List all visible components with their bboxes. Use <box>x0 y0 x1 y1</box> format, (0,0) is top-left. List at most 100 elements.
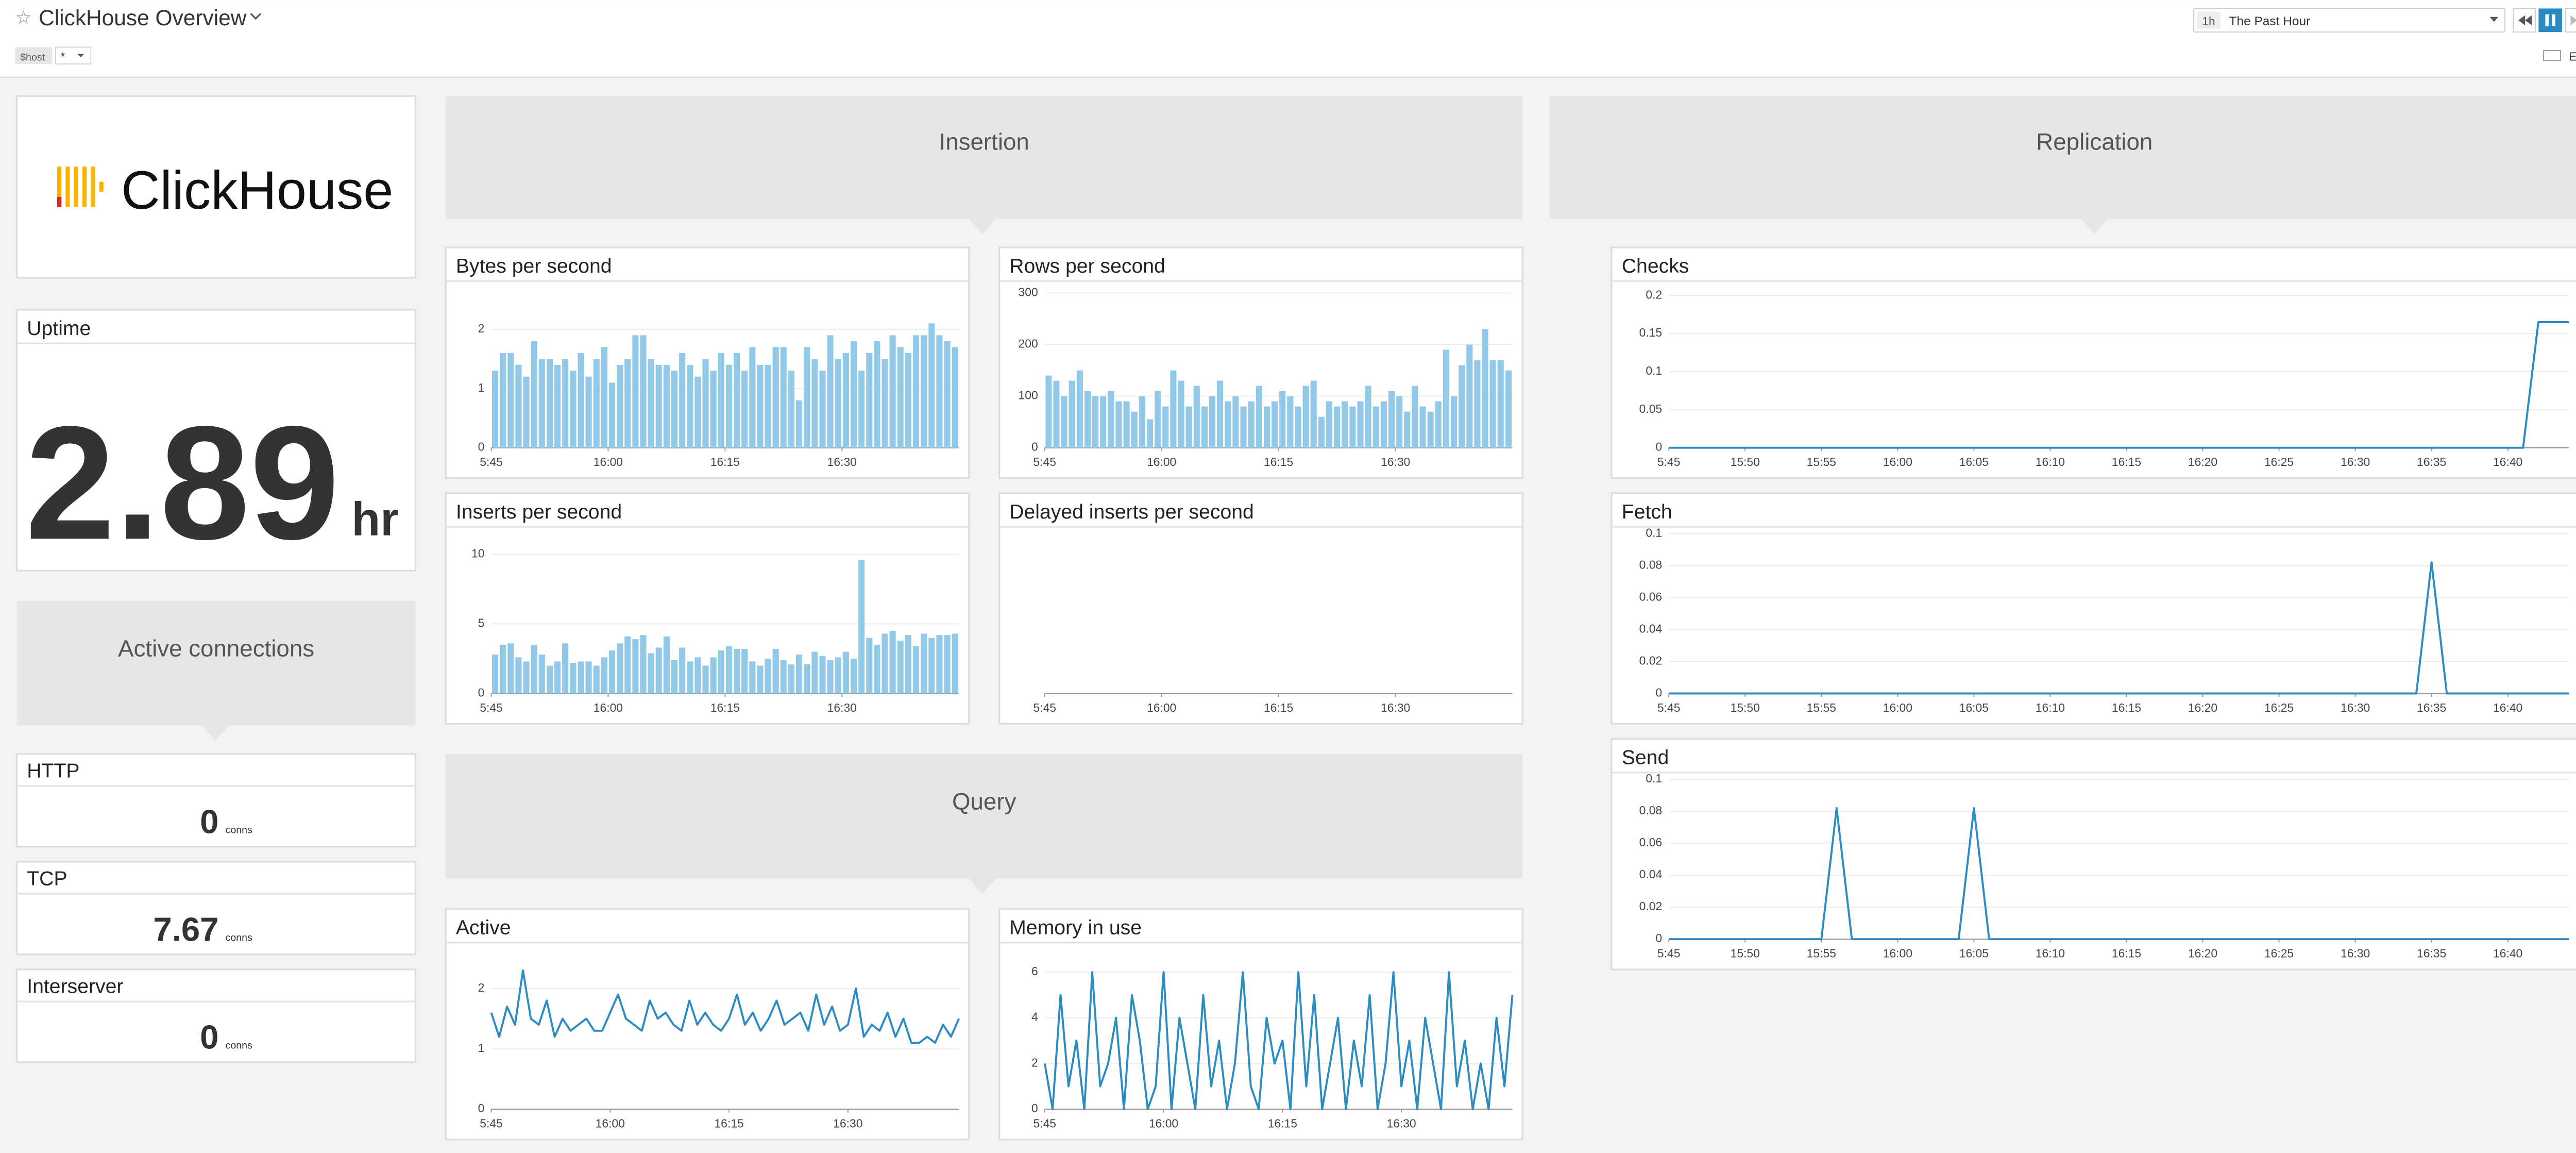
bar <box>515 364 522 448</box>
bar <box>1365 386 1371 448</box>
stat-unit: conns <box>226 932 252 943</box>
logo-icon <box>57 166 104 207</box>
uptime-title: Uptime <box>27 318 91 340</box>
x-tick-label: 16:40 <box>2493 701 2522 714</box>
bar <box>866 638 873 694</box>
bar <box>921 633 927 694</box>
bar <box>1170 370 1177 448</box>
bar <box>912 335 920 448</box>
x-tick-label: 15:55 <box>1807 701 1836 714</box>
bar <box>952 347 958 448</box>
dashboard-title[interactable]: ClickHouse Overview <box>39 6 247 30</box>
bar <box>1372 406 1379 448</box>
bar <box>1380 401 1387 448</box>
bar <box>858 371 865 448</box>
bar <box>1497 360 1504 448</box>
bar <box>827 660 834 694</box>
bar <box>624 636 631 694</box>
bar <box>546 359 553 448</box>
title-caret[interactable] <box>250 13 262 20</box>
x-tick-label: 16:05 <box>1959 455 1989 469</box>
x-tick-label: 5:45 <box>1033 1116 1056 1130</box>
group-notch <box>969 878 996 894</box>
group-notch <box>2081 219 2108 235</box>
group-title: Replication <box>2036 129 2153 155</box>
star-icon[interactable]: ☆ <box>15 7 31 28</box>
bar <box>663 636 670 694</box>
bar <box>858 560 865 694</box>
y-tick-label: 0 <box>478 440 485 454</box>
chart-title: Inserts per second <box>456 501 622 523</box>
bar <box>694 657 701 694</box>
group-title: Active connections <box>118 636 314 662</box>
logo-bar <box>65 166 70 207</box>
y-tick-label: 300 <box>1019 286 1038 299</box>
x-tick-label: 5:45 <box>480 1116 502 1130</box>
bar <box>882 633 888 694</box>
bar <box>1334 406 1341 448</box>
bar <box>1162 406 1169 448</box>
variable-chip[interactable] <box>15 47 53 64</box>
x-tick-label: 16:30 <box>2341 701 2370 714</box>
esc-label: Esc <box>2569 50 2576 63</box>
bar <box>1404 411 1411 448</box>
x-tick-label: 16:35 <box>2417 947 2446 960</box>
logo-text: ClickHouse <box>121 160 393 221</box>
line <box>1669 321 2569 449</box>
bar <box>749 347 756 448</box>
y-tick-label: 0.05 <box>1639 402 1662 415</box>
bar <box>1201 406 1208 448</box>
y-tick-label: 0.08 <box>1639 804 1662 817</box>
bar <box>593 359 600 448</box>
pause-button[interactable] <box>2538 8 2563 32</box>
y-tick-label: 1 <box>478 1041 485 1055</box>
bar <box>765 659 771 694</box>
bar <box>1053 380 1060 448</box>
bar <box>1092 396 1099 448</box>
bar <box>827 335 834 448</box>
x-tick-label: 16:05 <box>1959 947 1989 960</box>
x-tick-label: 5:45 <box>480 455 502 469</box>
x-tick-label: 16:00 <box>594 455 623 469</box>
x-tick-label: 15:50 <box>1731 701 1760 714</box>
bar <box>1310 380 1317 448</box>
uptime-value: 2.89 <box>25 393 340 573</box>
bar <box>944 635 951 694</box>
variable-name: $host <box>20 52 45 63</box>
bar <box>952 633 958 694</box>
bar <box>772 347 779 448</box>
bar <box>507 643 514 694</box>
bar <box>1326 401 1333 448</box>
bar <box>1466 344 1473 448</box>
x-tick-label: 16:25 <box>2264 947 2294 960</box>
panel <box>998 492 1523 725</box>
range-chip <box>2197 11 2221 29</box>
time-range-select[interactable] <box>2193 8 2506 33</box>
x-tick-label: 16:30 <box>1381 701 1410 714</box>
x-tick-label: 15:50 <box>1731 947 1760 960</box>
bar <box>655 647 662 694</box>
bar <box>718 650 724 694</box>
x-tick-label: 16:15 <box>2112 455 2141 469</box>
bar <box>725 646 732 694</box>
stat-unit: conns <box>226 824 252 835</box>
chart-panel: Active 0 1 2 5:45 16:00 16:15 16:30 <box>445 908 970 1141</box>
x-tick-label: 5:45 <box>480 701 502 714</box>
bar <box>936 335 943 448</box>
bar <box>523 376 530 448</box>
bar <box>702 665 709 694</box>
bar <box>687 364 693 448</box>
bar <box>912 646 920 694</box>
bar <box>593 665 600 694</box>
bar <box>796 400 803 448</box>
uptime-unit: hr <box>351 493 398 546</box>
bar <box>897 347 904 448</box>
keyboard-icon[interactable] <box>2543 50 2561 61</box>
forward-icon <box>2570 15 2576 26</box>
variable-select[interactable] <box>55 46 92 65</box>
bar <box>710 371 717 448</box>
stat-panel <box>16 861 417 956</box>
stat-title: Interserver <box>27 976 123 998</box>
group-header <box>446 754 1523 879</box>
y-tick-label: 0.06 <box>1639 835 1662 849</box>
